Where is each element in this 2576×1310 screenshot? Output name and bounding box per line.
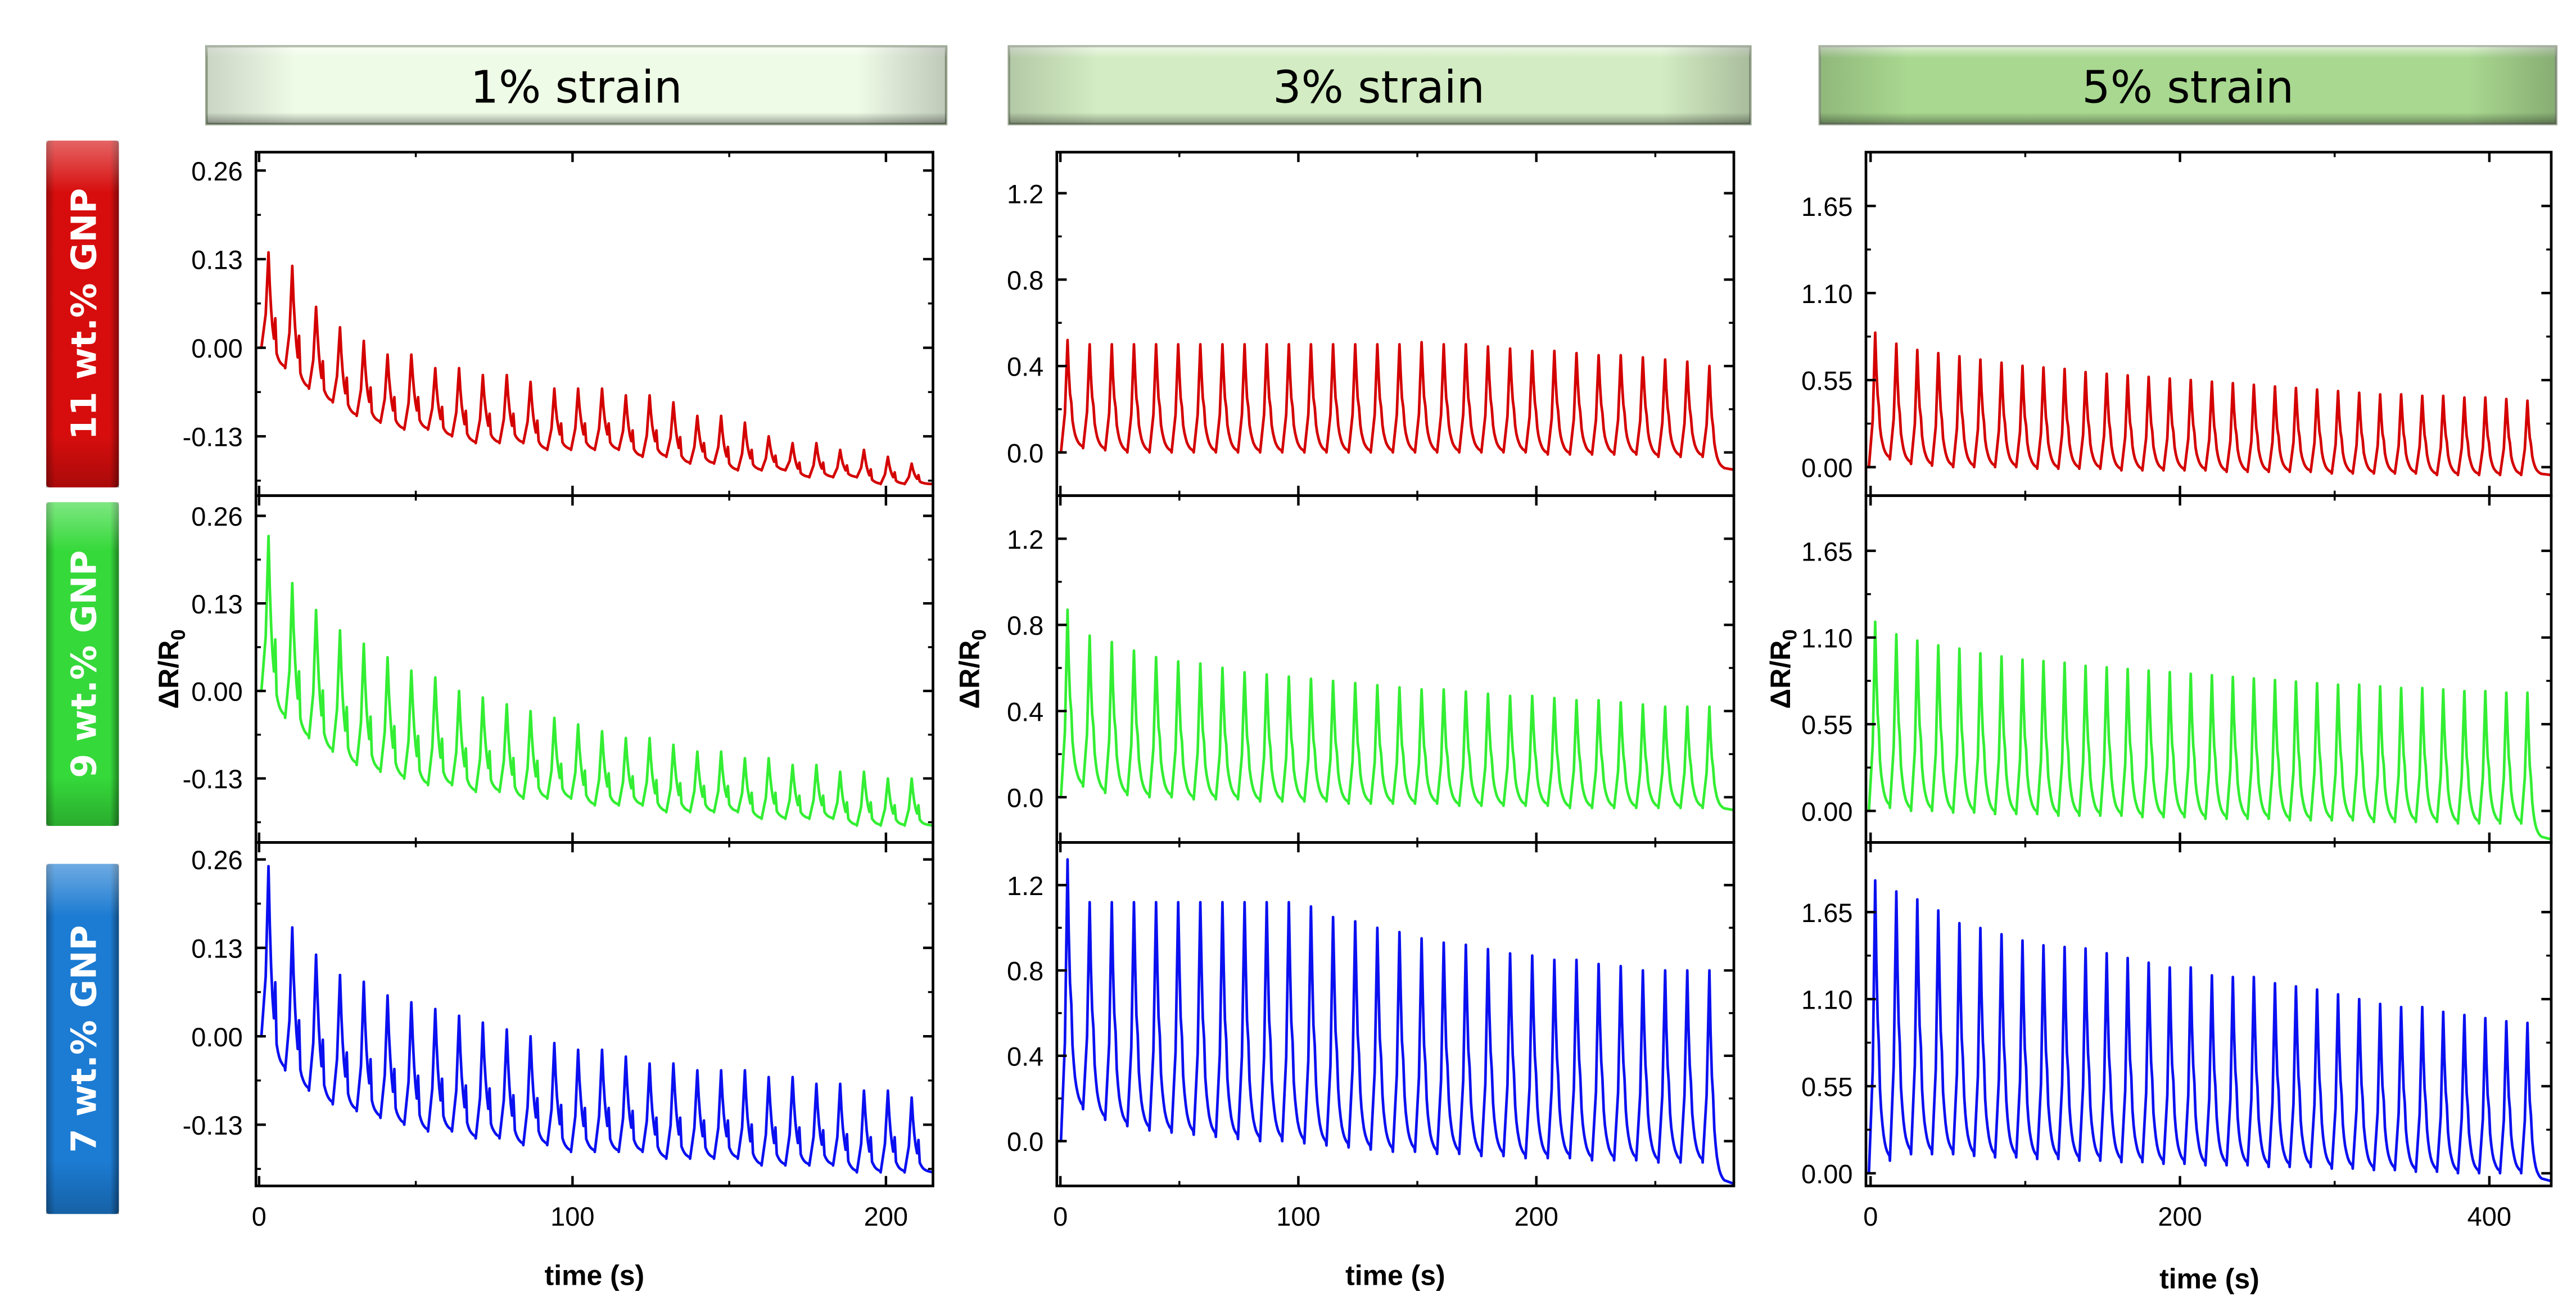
data-series-line <box>1059 338 1734 471</box>
y-tick-label: 1.2 <box>1007 871 1043 901</box>
y-tick-label: 0.0 <box>1007 783 1043 813</box>
column-header-label: 3% strain <box>1273 61 1485 114</box>
row-label-7wt: 7 wt.% GNP <box>46 864 119 1214</box>
y-tick-label: 0.13 <box>191 245 242 275</box>
panels: 0.260.130.00-0.130.260.130.00-0.130.260.… <box>183 151 2553 1231</box>
y-tick-label: 1.65 <box>1801 536 1852 566</box>
panel-4: 1.2 0.8 0.4 0.0 <box>1007 151 1736 497</box>
row-label-11wt: 11 wt.% GNP <box>46 141 119 487</box>
panel-2: 0.26 0.13 0.00 -0.13 <box>183 494 934 844</box>
y-tick-label: 0.0 <box>1007 438 1043 468</box>
panel-9: 1.65 1.10 0.55 0.00 0 200 400 <box>1801 841 2553 1231</box>
y-tick-label: 0.00 <box>1801 453 1852 483</box>
y-axis-label-col3: ΔR/R0 <box>1765 629 1801 708</box>
y-axis-label-col1: ΔR/R0 <box>153 629 189 708</box>
column-header-3pct: 3% strain <box>1007 45 1752 125</box>
y-tick-label: 0.00 <box>191 333 242 363</box>
y-tick-label: 1.2 <box>1007 179 1043 209</box>
y-tick-label: 0.8 <box>1007 611 1043 640</box>
column-header-label: 5% strain <box>2082 61 2294 114</box>
column-header-5pct: 5% strain <box>1818 45 2557 125</box>
data-series-line <box>1059 858 1734 1185</box>
data-series-line <box>1867 620 2551 841</box>
y-tick-label: 1.10 <box>1801 279 1852 309</box>
column-header-label: 1% strain <box>471 61 683 114</box>
x-tick-label: 100 <box>1276 1201 1320 1231</box>
y-tick-label: 1.10 <box>1801 985 1852 1015</box>
data-series-line <box>1059 608 1734 812</box>
x-axis-label-col1: time (s) <box>545 1260 645 1291</box>
plot-frame <box>254 151 934 497</box>
plot-frame <box>1055 841 1736 1187</box>
y-tick-label: 0.13 <box>191 934 242 964</box>
y-tick-label: 1.10 <box>1801 624 1852 653</box>
y-tick-label: 0.00 <box>1801 1159 1852 1189</box>
panel-7: 1.65 1.10 0.55 0.00 <box>1801 151 2553 497</box>
y-axis-label-col2: ΔR/R0 <box>954 629 991 708</box>
plot-frame <box>1055 151 1736 497</box>
y-tick-label: 1.2 <box>1007 525 1043 554</box>
y-tick-label: 0.00 <box>1801 797 1852 826</box>
y-tick-label: 0.0 <box>1007 1127 1043 1157</box>
x-axis-label-col2: time (s) <box>1345 1260 1445 1291</box>
column-header-1pct: 1% strain <box>205 45 948 125</box>
x-tick-label: 100 <box>550 1201 594 1231</box>
x-tick-label: 200 <box>2158 1201 2202 1231</box>
y-tick-label: 0.4 <box>1007 352 1043 382</box>
y-tick-label: 0.55 <box>1801 710 1852 740</box>
data-series-line <box>1867 879 2551 1183</box>
x-tick-label: 200 <box>864 1201 908 1231</box>
y-tick-label: 0.26 <box>191 845 242 875</box>
row-label-text: 7 wt.% GNP <box>64 925 104 1153</box>
y-tick-label: 0.4 <box>1007 1041 1043 1071</box>
row-label-9wt: 9 wt.% GNP <box>46 502 119 826</box>
y-tick-label: 0.55 <box>1801 366 1852 396</box>
x-tick-label: 0 <box>252 1201 266 1231</box>
y-tick-label: 0.00 <box>191 677 242 707</box>
y-tick-label: 0.8 <box>1007 265 1043 295</box>
y-tick-label: 1.65 <box>1801 898 1852 928</box>
panel-3: 0.26 0.13 0.00 -0.13 0 100 200 <box>183 841 934 1231</box>
y-tick-label: 0.00 <box>191 1022 242 1052</box>
y-tick-label: 0.55 <box>1801 1072 1852 1102</box>
y-tick-label: -0.13 <box>183 422 243 452</box>
data-series-line <box>259 865 933 1174</box>
y-tick-label: 0.26 <box>191 502 242 531</box>
y-tick-label: 0.13 <box>191 589 242 619</box>
panel-1: 0.26 0.13 0.00 -0.13 <box>183 151 934 497</box>
x-tick-label: 400 <box>2467 1201 2511 1231</box>
data-series-line <box>259 535 933 827</box>
row-label-text: 11 wt.% GNP <box>64 188 104 440</box>
y-tick-label: 1.65 <box>1801 192 1852 222</box>
data-series-line <box>259 251 933 486</box>
row-label-text: 9 wt.% GNP <box>64 550 104 778</box>
y-tick-label: -0.13 <box>183 764 243 794</box>
x-axis-label-col3: time (s) <box>2159 1263 2259 1294</box>
data-series-line <box>1867 331 2551 477</box>
x-tick-label: 0 <box>1863 1201 1878 1231</box>
plot-frame <box>254 841 934 1187</box>
x-tick-label: 200 <box>1515 1201 1558 1231</box>
panel-6: 1.2 0.8 0.4 0.0 0 100 200 <box>1007 841 1736 1231</box>
y-tick-label: 0.26 <box>191 156 242 186</box>
panel-8: 1.65 1.10 0.55 0.00 <box>1801 494 2553 844</box>
y-tick-label: 0.8 <box>1007 956 1043 986</box>
y-tick-label: -0.13 <box>183 1110 243 1140</box>
plot-frame <box>1864 841 2553 1187</box>
y-tick-label: 0.4 <box>1007 697 1043 726</box>
panel-5: 1.2 0.8 0.4 0.0 <box>1007 494 1736 844</box>
x-tick-label: 0 <box>1053 1201 1068 1231</box>
plot-frame <box>254 494 934 844</box>
